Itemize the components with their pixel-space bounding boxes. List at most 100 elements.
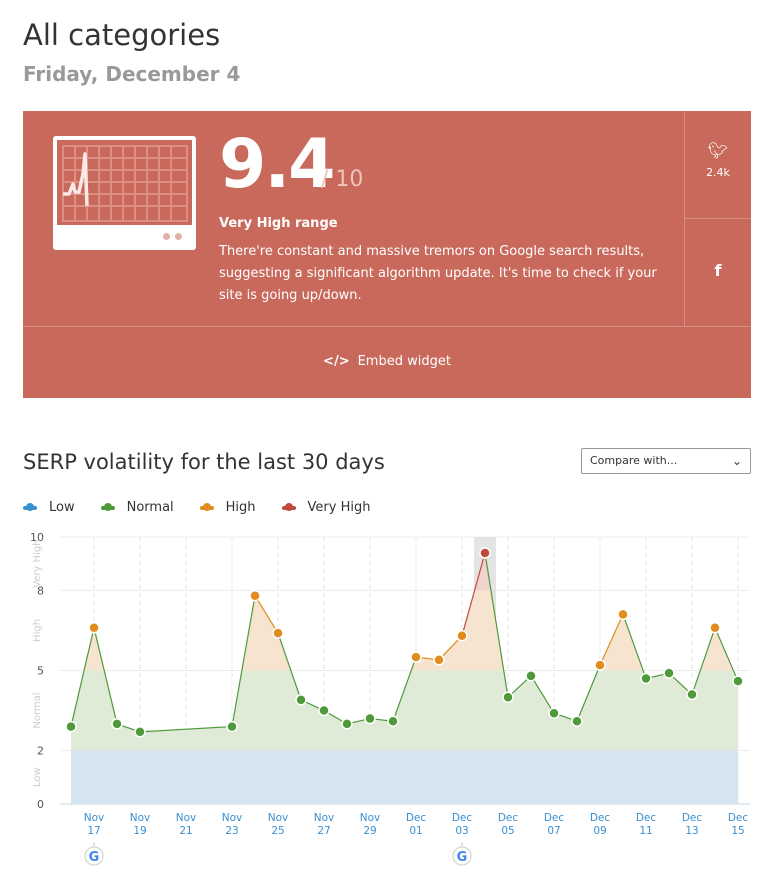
- section-title: SERP volatility for the last 30 days: [23, 450, 385, 474]
- y-tick-label: 8: [37, 584, 44, 597]
- twitter-icon: 🐦︎: [707, 141, 729, 160]
- data-point: [65, 720, 77, 733]
- band-label: Normal: [32, 692, 43, 728]
- embed-widget-button[interactable]: </> Embed widget: [23, 326, 751, 398]
- compare-label: Compare with...: [590, 454, 678, 467]
- band-area: [71, 750, 738, 804]
- compare-select[interactable]: Compare with... ⌄: [581, 448, 751, 474]
- data-point: [111, 718, 123, 730]
- data-point: [134, 726, 146, 738]
- page-date: Friday, December 4: [23, 62, 241, 86]
- data-point: [502, 691, 514, 703]
- data-point: [479, 547, 491, 559]
- series-segment: [392, 656, 417, 722]
- score-value: 9.4: [219, 125, 335, 204]
- data-point: [249, 589, 261, 602]
- series-segment: [691, 627, 716, 695]
- facebook-share-button[interactable]: f: [685, 219, 751, 280]
- data-point: [295, 694, 307, 706]
- x-tick-label: Nov 29: [360, 812, 381, 837]
- data-point: [272, 627, 284, 639]
- band-area: [71, 553, 738, 591]
- band-label: High: [32, 619, 43, 642]
- page-title: All categories: [23, 18, 221, 52]
- x-tick-label: Nov 17: [84, 812, 105, 837]
- data-point: [410, 651, 422, 663]
- x-tick-label: Nov 27: [314, 812, 335, 837]
- band-label: Low: [32, 767, 43, 787]
- x-tick-label: Dec 11: [636, 812, 657, 837]
- series-segment: [484, 552, 509, 698]
- x-tick-label: Nov 25: [268, 812, 289, 837]
- score-max: / 10: [321, 167, 364, 192]
- data-point: [571, 715, 583, 727]
- x-tick-label: Nov 21: [176, 812, 197, 837]
- monitor-icon: [53, 136, 196, 250]
- facebook-icon: f: [714, 261, 722, 280]
- series-segment: [622, 614, 647, 679]
- data-point: [387, 715, 399, 727]
- y-tick-label: 5: [37, 665, 44, 678]
- series-segment: [277, 632, 302, 701]
- data-point: [548, 707, 560, 719]
- x-tick-label: Dec 09: [590, 812, 611, 837]
- data-point: [617, 608, 629, 621]
- x-tick-label: Nov 23: [222, 812, 243, 837]
- x-tick-label: Dec 15: [728, 812, 749, 837]
- data-point: [663, 667, 675, 679]
- x-tick-label: Dec 05: [498, 812, 519, 837]
- embed-label: Embed widget: [357, 354, 451, 369]
- series-segment: [599, 614, 624, 666]
- range-label: Very High range: [219, 216, 338, 231]
- code-icon: </>: [323, 354, 350, 369]
- y-tick-label: 2: [37, 745, 44, 758]
- series-segment: [139, 725, 233, 733]
- data-point: [456, 630, 468, 642]
- x-tick-label: Dec 13: [682, 812, 703, 837]
- series-segment: [93, 627, 118, 725]
- data-point: [640, 672, 652, 685]
- score-panel: 9.4 / 10 Very High range There're consta…: [23, 111, 751, 398]
- data-point: [318, 704, 330, 717]
- band-label: Very High: [32, 539, 43, 587]
- legend-normal[interactable]: Normal: [100, 500, 174, 515]
- x-tick-label: Dec 07: [544, 812, 565, 837]
- band-area: [71, 670, 738, 751]
- data-point: [594, 659, 606, 671]
- google-update-icon: [452, 846, 472, 866]
- chevron-down-icon: ⌄: [731, 454, 742, 468]
- series-segment: [254, 595, 279, 634]
- series-segment: [576, 664, 601, 722]
- y-tick-label: 10: [30, 531, 44, 544]
- data-point: [433, 654, 445, 666]
- data-point: [732, 675, 744, 687]
- twitter-count: 2.4k: [706, 166, 730, 179]
- legend-low[interactable]: Low: [23, 500, 75, 515]
- range-description: There're constant and massive tremors on…: [219, 244, 657, 303]
- band-area: [71, 590, 738, 671]
- data-point: [686, 688, 698, 701]
- y-tick-label: 0: [37, 798, 44, 811]
- chart-legend: Low Normal High Very High: [23, 500, 396, 515]
- x-tick-label: Nov 19: [130, 812, 151, 837]
- data-point: [709, 622, 721, 634]
- data-point: [525, 670, 537, 682]
- google-logo: G: [89, 850, 100, 865]
- series-segment: [461, 552, 486, 636]
- x-tick-label: Dec 01: [406, 812, 427, 837]
- series-segment: [231, 595, 256, 727]
- data-point: [226, 720, 238, 733]
- data-point: [364, 712, 376, 725]
- twitter-share-button[interactable]: 🐦︎ 2.4k: [685, 111, 751, 219]
- x-tick-label: Dec 03: [452, 812, 473, 837]
- data-point: [341, 718, 353, 730]
- series-segment: [70, 627, 95, 727]
- legend-very-high[interactable]: Very High: [281, 500, 370, 515]
- google-update-icon: [84, 846, 104, 866]
- legend-high[interactable]: High: [199, 500, 256, 515]
- series-segment: [714, 627, 739, 682]
- google-logo: G: [457, 850, 468, 865]
- series-segment: [530, 675, 555, 714]
- data-point: [88, 622, 100, 634]
